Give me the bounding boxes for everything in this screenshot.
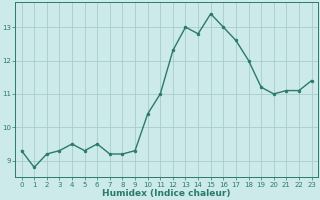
X-axis label: Humidex (Indice chaleur): Humidex (Indice chaleur) — [102, 189, 231, 198]
